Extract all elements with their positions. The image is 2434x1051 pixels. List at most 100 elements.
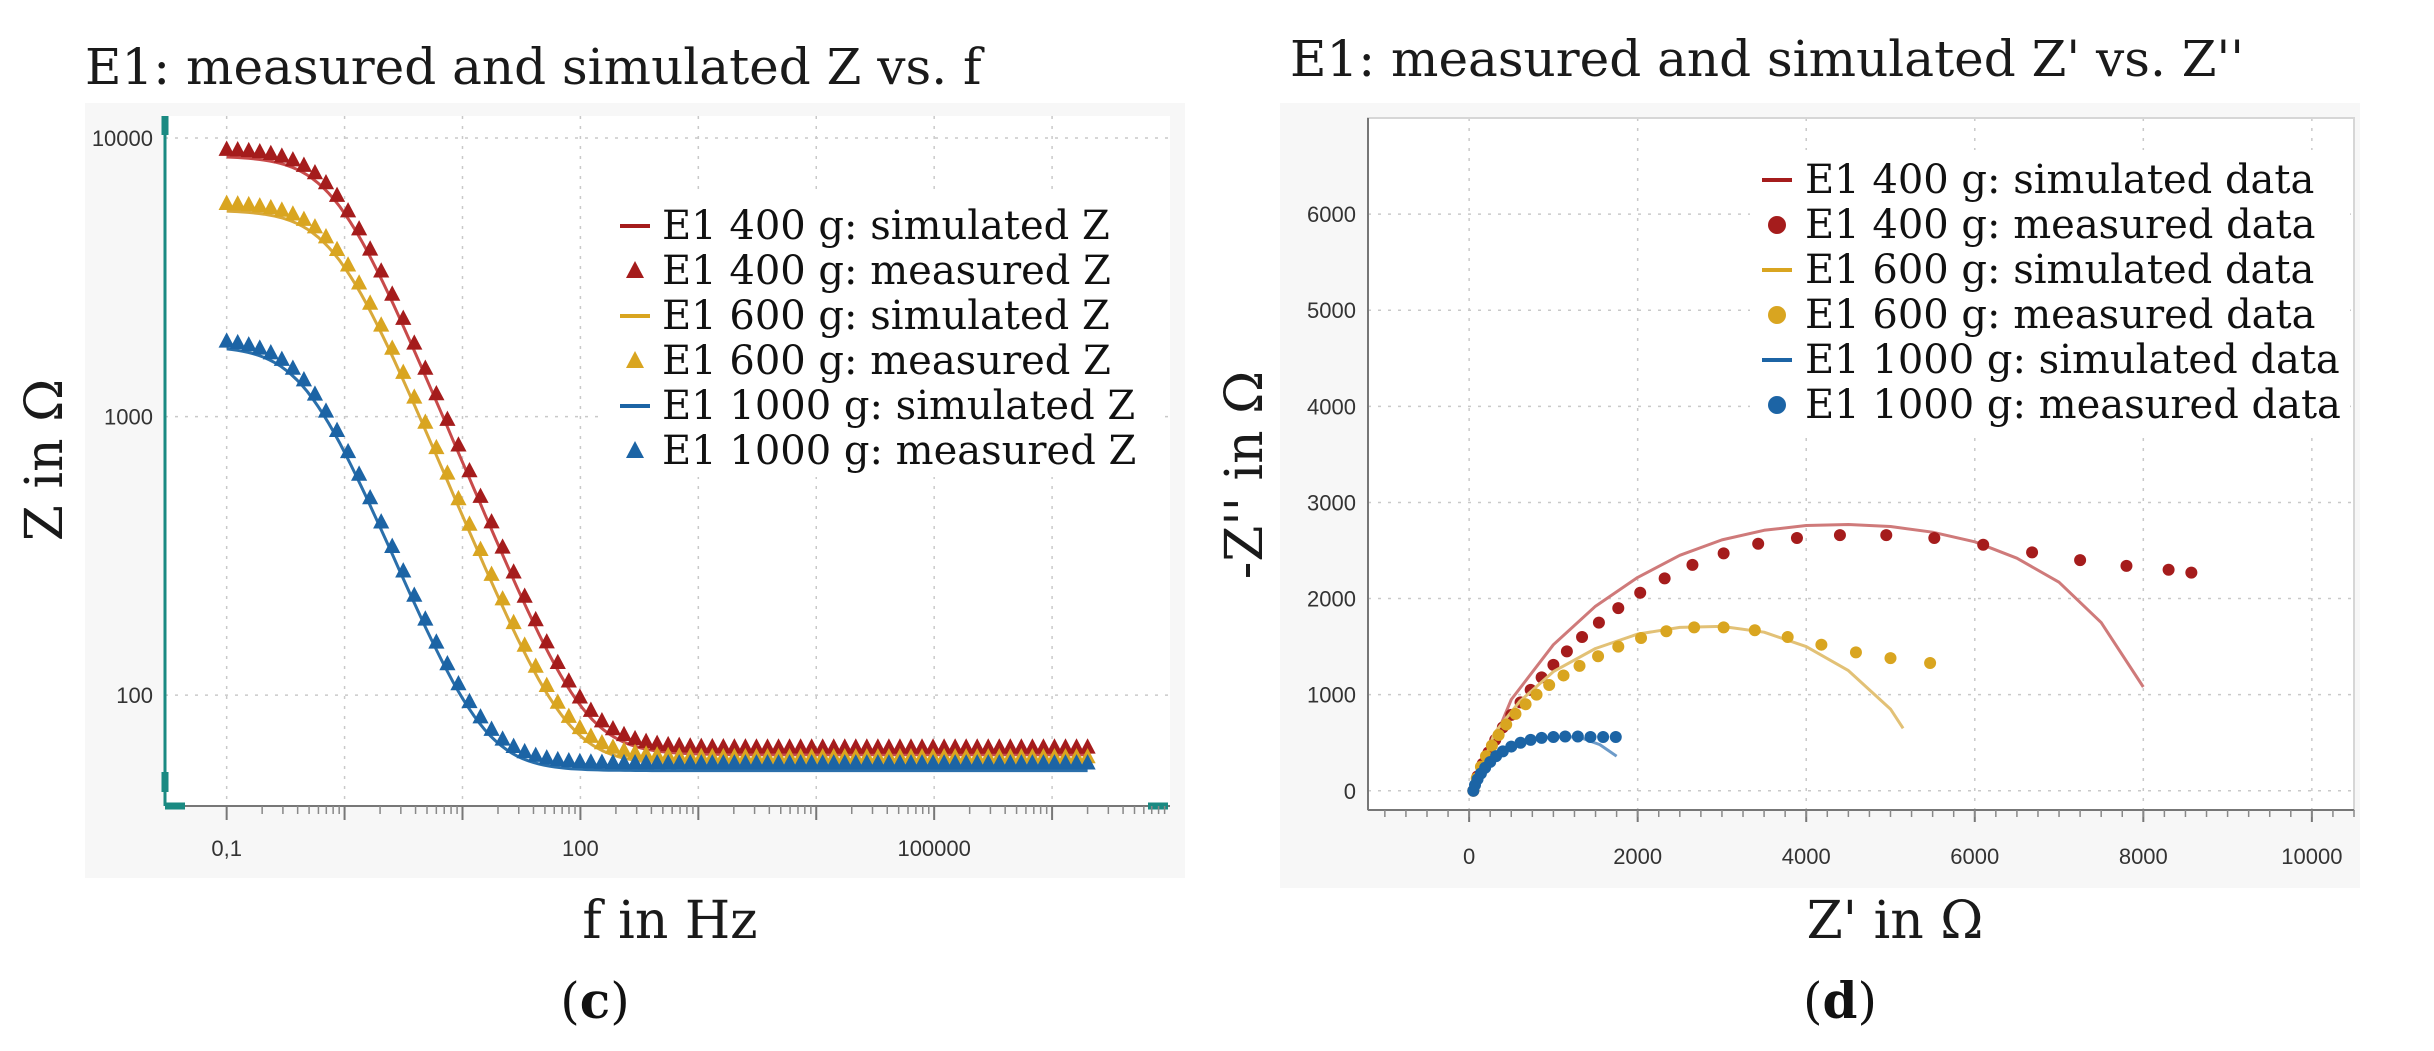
panel-c-measured-point (306, 163, 324, 180)
panel-c-measured-point (284, 205, 301, 221)
panel-c-measured-point (880, 738, 898, 754)
panel-c-measured-point (759, 738, 776, 754)
panel-c-measured-point (649, 754, 666, 770)
panel-c-measured-point (505, 563, 522, 579)
panel-c-measured-point (384, 537, 401, 553)
panel-c-measured-point (339, 442, 357, 459)
panel-c-measured-point (935, 738, 953, 754)
panel-d-measured-point (2185, 566, 2198, 579)
panel-d-x-tick-label: 8000 (2119, 844, 2168, 869)
panel-c-measured-point (1068, 754, 1085, 770)
panel-d-legend-entry: E1 600 g: measured data (1805, 292, 2315, 338)
panel-c-chart: E1: measured and simulated Z vs. f 0,1 10… (15, 38, 1185, 1030)
panel-c-measured-point (527, 610, 544, 627)
panel-d-legend-box (1750, 150, 2350, 432)
panel-c-measured-point (439, 654, 456, 671)
panel-c-measured-point (902, 754, 920, 770)
panel-d-letter: d (1823, 971, 1858, 1030)
panel-c-legend-entry: E1 1000 g: measured Z (662, 428, 1136, 474)
panel-c-measured-point (704, 754, 721, 770)
panel-c-measured-point (472, 540, 489, 556)
panel-d-measured-point (1519, 698, 1532, 711)
panel-c-measured-point (814, 738, 831, 754)
panel-d-measured-point (1612, 640, 1625, 653)
panel-c-x-tick-label: 100 (562, 836, 599, 861)
panel-c-measured-point (240, 336, 257, 352)
panel-c-measured-point (969, 754, 986, 770)
panel-d-x-tick-label: 0 (1463, 844, 1475, 869)
panel-d-x-axis-label: Z' in Ω (1807, 891, 1984, 951)
panel-d-y-ticks: 0 1000 2000 3000 4000 5000 6000 (1307, 202, 1356, 804)
panel-d-chart: E1: measured and simulated Z' vs. Z'' 0 2… (1215, 30, 2360, 1030)
panel-c-measured-point (428, 438, 445, 455)
panel-c-measured-point (461, 692, 478, 709)
panel-c-measured-point (637, 754, 655, 770)
panel-c-measured-point (262, 144, 279, 161)
panel-c-measured-point (284, 359, 301, 375)
panel-c-measured-point (649, 746, 666, 762)
panel-c-x-tick-label: 100000 (897, 836, 970, 861)
panel-d-measured-point (1635, 631, 1648, 644)
panel-c-measured-point (1024, 754, 1041, 770)
panel-c-measured-point (494, 590, 511, 606)
panel-c-measured-point (792, 738, 809, 754)
panel-c-measured-point (417, 359, 434, 375)
panel-c-measured-point (461, 461, 478, 478)
panel-c-measured-point (781, 738, 798, 754)
panel-c-measured-point (947, 738, 964, 754)
panel-c-measured-point (637, 732, 655, 748)
panel-c-legend-triangle-swatch (626, 351, 644, 368)
panel-d-y-tick-label: 6000 (1307, 202, 1356, 227)
panel-c-legend-entry: E1 400 g: simulated Z (662, 203, 1110, 249)
panel-c-measured-point (571, 688, 588, 704)
panel-d-legend-entry: E1 400 g: measured data (1805, 202, 2315, 248)
panel-c-measured-point (726, 738, 743, 754)
panel-c-measured-point (1035, 754, 1052, 770)
panel-d-measured-point (1485, 739, 1498, 752)
panel-c-measured-point (880, 754, 898, 770)
panel-d-measured-point (1530, 688, 1543, 701)
panel-c-measured-point (660, 735, 677, 752)
panel-c-title: E1: measured and simulated Z vs. f (85, 38, 985, 96)
panel-c-measured-point (660, 754, 677, 770)
panel-c-measured-point (450, 436, 467, 452)
panel-d-x-ticks: 0 2000 4000 6000 8000 10000 (1384, 810, 2355, 869)
panel-d-measured-point (1781, 631, 1794, 643)
panel-c-measured-point (770, 754, 787, 770)
panel-c-measured-point (384, 339, 401, 355)
panel-d-measured-point (1660, 625, 1673, 638)
panel-c-measured-point (339, 202, 357, 218)
panel-c-measured-point (538, 749, 555, 765)
panel-c-measured-point (1057, 754, 1074, 770)
panel-c-measured-point (571, 718, 588, 735)
panel-c-measured-point (682, 737, 699, 753)
panel-c-measured-point (328, 186, 346, 202)
panel-c-measured-point (472, 708, 489, 724)
panel-c-measured-point (229, 333, 246, 350)
panel-d-measured-point (1790, 532, 1803, 545)
panel-c-measured-point (560, 672, 577, 688)
panel-d-measured-point (1592, 616, 1605, 629)
panel-c-measured-point (395, 363, 412, 379)
panel-d-legend-dot-swatch (1768, 396, 1786, 414)
panel-c-measured-point (748, 754, 765, 770)
panel-c-measured-point (229, 141, 246, 157)
panel-d-measured-point (1658, 572, 1671, 585)
panel-c-simulated-line (226, 347, 1088, 773)
panel-c-measured-point (295, 371, 313, 387)
panel-d-measured-point (1928, 532, 1941, 545)
panel-d-label: (d) (1803, 971, 1877, 1030)
panel-c-measured-point (1013, 754, 1030, 770)
panel-d-measured-point (1634, 586, 1647, 599)
panel-c-series (218, 140, 1096, 773)
panel-c-measured-point (626, 743, 644, 760)
panel-c-label: (c) (560, 971, 629, 1030)
panel-c-measured-point (373, 262, 390, 278)
panel-d-x-tick-label: 4000 (1782, 844, 1831, 869)
panel-c-measured-point (538, 676, 555, 692)
panel-c-measured-point (1079, 754, 1096, 770)
panel-c-legend-entry: E1 600 g: simulated Z (662, 293, 1110, 339)
panel-d-measured-point (1571, 730, 1584, 743)
panel-c-measured-point (947, 754, 964, 770)
panel-c-measured-point (306, 385, 324, 401)
